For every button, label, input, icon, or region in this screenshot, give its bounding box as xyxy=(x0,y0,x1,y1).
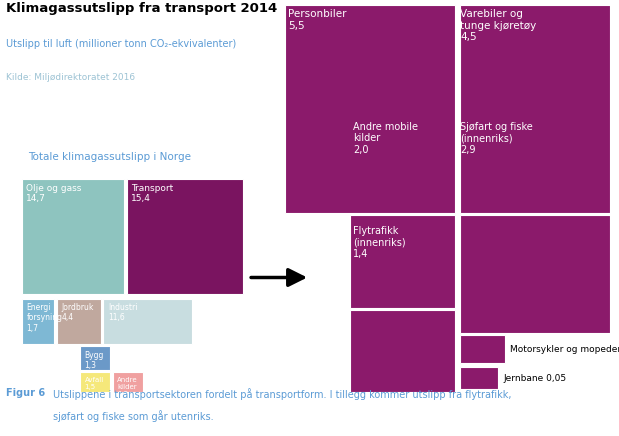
Text: Flytrafikk
(innenriks)
1,4: Flytrafikk (innenriks) 1,4 xyxy=(353,226,406,259)
Text: Varebiler og
tunge kjøretøy
4,5: Varebiler og tunge kjøretøy 4,5 xyxy=(461,9,537,42)
Bar xyxy=(350,310,455,392)
Bar xyxy=(285,5,455,213)
Text: Olje og gass
14,7: Olje og gass 14,7 xyxy=(27,184,82,203)
Text: Jordbruk
4,4: Jordbruk 4,4 xyxy=(61,303,93,323)
Text: Andre
kilder
1,5: Andre kilder 1,5 xyxy=(117,377,138,397)
Text: Figur 6: Figur 6 xyxy=(6,388,45,398)
Text: Klimagassutslipp fra transport 2014: Klimagassutslipp fra transport 2014 xyxy=(6,3,277,15)
Text: Kilde: Miljødirektoratet 2016: Kilde: Miljødirektoratet 2016 xyxy=(6,73,135,82)
Bar xyxy=(113,372,143,392)
Text: Jernbane 0,05: Jernbane 0,05 xyxy=(503,374,566,382)
Bar xyxy=(460,5,610,213)
Text: Andre mobile
kilder
2,0: Andre mobile kilder 2,0 xyxy=(353,122,418,155)
Bar xyxy=(103,299,192,344)
Text: Utslippene i transportsektoren fordelt på transportform. I tillegg kommer utslip: Utslippene i transportsektoren fordelt p… xyxy=(53,388,511,400)
Bar xyxy=(56,299,101,344)
Text: Totale klimagassutslipp i Norge: Totale klimagassutslipp i Norge xyxy=(28,152,191,162)
Bar xyxy=(80,347,110,370)
Text: Bygg
1,3: Bygg 1,3 xyxy=(85,351,104,370)
Bar xyxy=(350,215,455,308)
Text: Motorsykler og mopeder 0,1: Motorsykler og mopeder 0,1 xyxy=(510,344,619,354)
Text: Sjøfart og fiske
(innenriks)
2,9: Sjøfart og fiske (innenriks) 2,9 xyxy=(461,122,533,155)
Text: Utslipp til luft (millioner tonn CO₂-ekvivalenter): Utslipp til luft (millioner tonn CO₂-ekv… xyxy=(6,39,236,49)
Text: Avfall
1,5: Avfall 1,5 xyxy=(85,377,104,390)
Bar xyxy=(80,372,110,392)
Text: Personbiler
5,5: Personbiler 5,5 xyxy=(288,9,347,31)
Text: sjøfart og fiske som går utenriks.: sjøfart og fiske som går utenriks. xyxy=(53,410,213,422)
Bar xyxy=(22,299,54,344)
Text: Energi
forsyning
1,7: Energi forsyning 1,7 xyxy=(27,303,63,333)
Bar xyxy=(460,367,498,389)
Bar xyxy=(126,179,243,294)
Text: Transport
15,4: Transport 15,4 xyxy=(131,184,173,203)
Bar xyxy=(460,215,610,333)
Bar xyxy=(460,335,505,363)
Text: Industri
11,6: Industri 11,6 xyxy=(108,303,137,323)
Bar xyxy=(22,179,124,294)
